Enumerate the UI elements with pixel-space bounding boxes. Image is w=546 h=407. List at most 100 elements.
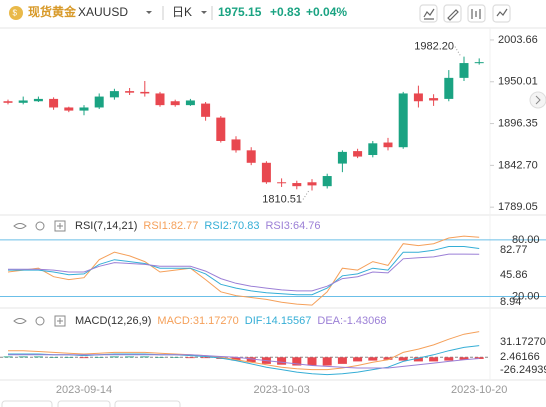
add-icon[interactable]: [54, 220, 66, 232]
legend-entry: RSI1:82.77: [143, 220, 198, 232]
macd-bar: [155, 357, 165, 358]
symbol[interactable]: XAUUSD: [78, 5, 128, 19]
axis-value-label: 31.17270: [500, 336, 546, 348]
price-change-pct: +0.04%: [306, 5, 347, 19]
y-tick-label: 1789.05: [498, 201, 538, 213]
candle-body: [246, 150, 256, 163]
indicator-line: [8, 246, 480, 296]
x-tick-label: 2023-10-03: [253, 384, 309, 396]
macd-bar: [444, 357, 454, 361]
gold-icon: [9, 6, 23, 20]
macd-bar: [368, 357, 378, 361]
last-price: 1975.15: [218, 5, 262, 19]
macd-bar: [246, 357, 256, 363]
bottom-button[interactable]: [114, 400, 181, 407]
candle-body: [413, 93, 423, 102]
candle-body: [125, 91, 135, 93]
axis-value-label: 82.77: [500, 244, 528, 256]
candle-body: [64, 107, 74, 111]
macd-bar: [474, 357, 484, 359]
macd-bar: [125, 356, 135, 358]
legend-entry: DEA:-1.43068: [317, 315, 386, 327]
indicator-title: MACD(12,26,9): [75, 315, 151, 327]
tool-icon: [423, 8, 435, 20]
candle-body: [185, 100, 195, 106]
dropdown-arrow[interactable]: [146, 11, 152, 14]
extreme-pointer: [302, 190, 310, 200]
candle-body: [109, 91, 119, 98]
y-tick-label: 2003.66: [498, 34, 538, 46]
candle-body: [18, 100, 28, 103]
period[interactable]: 日K: [172, 5, 192, 19]
add-icon[interactable]: [54, 315, 66, 327]
tool-icon: [496, 8, 508, 17]
tool-button[interactable]: [443, 4, 462, 23]
tool-button[interactable]: [467, 4, 486, 23]
y-tick-label: 1950.01: [498, 76, 538, 88]
axis-value-label: -26.24939: [500, 364, 546, 376]
indicator-title: RSI(7,14,21): [75, 220, 137, 232]
legend-entry: RSI3:64.76: [265, 220, 320, 232]
settings-icon[interactable]: [35, 316, 45, 326]
candle-body: [429, 98, 439, 101]
candle-body: [155, 93, 165, 106]
candle-body: [201, 103, 211, 117]
settings-icon[interactable]: [35, 221, 45, 231]
legend-entry: RSI2:70.83: [204, 220, 259, 232]
indicator-line: [8, 331, 480, 371]
macd-bar: [79, 357, 89, 359]
side-handle[interactable]: [529, 91, 546, 109]
candle-body: [170, 101, 180, 106]
macd-bar: [292, 357, 302, 366]
eye-icon[interactable]: [13, 223, 27, 229]
side-handle-icon: [535, 95, 541, 105]
macd-bar: [322, 357, 332, 366]
macd-bar: [185, 357, 195, 359]
x-tick-label: 2023-09-14: [56, 384, 112, 396]
candle-body: [398, 93, 408, 148]
candle-body: [337, 151, 347, 164]
legend-entry: MACD:31.17270: [157, 315, 238, 327]
macd-bar: [231, 357, 241, 361]
axis-value-label: 2.46166: [500, 351, 540, 363]
candle-body: [474, 62, 484, 64]
macd-bar: [64, 357, 74, 358]
indicator-line: [8, 354, 480, 369]
macd-bar: [49, 357, 59, 358]
macd-bar: [337, 357, 347, 364]
macd-bar: [413, 357, 423, 362]
candle-body: [79, 107, 89, 111]
extreme-label: 1810.51: [262, 193, 302, 205]
dropdown-arrow[interactable]: [201, 11, 207, 14]
bottom-button[interactable]: [1, 400, 53, 407]
indicator-line: [8, 345, 480, 376]
legend-entry: DIF:14.15567: [245, 315, 312, 327]
candle-body: [292, 183, 302, 187]
candle-body: [383, 142, 393, 148]
tool-button[interactable]: [492, 4, 511, 23]
candle-body: [444, 77, 454, 99]
add-icon-glyph: [57, 223, 63, 229]
gold-icon-glyph: $: [13, 9, 18, 18]
axis-value-label: 45.86: [500, 269, 528, 281]
macd-bar: [459, 357, 469, 360]
candle-body: [322, 176, 332, 187]
macd-bar: [277, 357, 287, 365]
macd-bar: [18, 356, 28, 358]
macd-bar: [353, 357, 363, 362]
macd-bar: [170, 357, 180, 358]
y-tick-label: 80.00: [512, 234, 540, 246]
tool-button[interactable]: [419, 4, 438, 23]
bottom-button[interactable]: [57, 400, 111, 407]
candle-body: [3, 101, 13, 103]
candle-body: [216, 117, 226, 141]
tool-icon: [471, 9, 481, 19]
eye-icon[interactable]: [13, 318, 27, 324]
macd-bar: [201, 357, 211, 359]
macd-bar: [429, 357, 439, 362]
candle-body: [49, 98, 59, 108]
candle-body: [33, 98, 43, 102]
macd-bar: [307, 357, 317, 366]
